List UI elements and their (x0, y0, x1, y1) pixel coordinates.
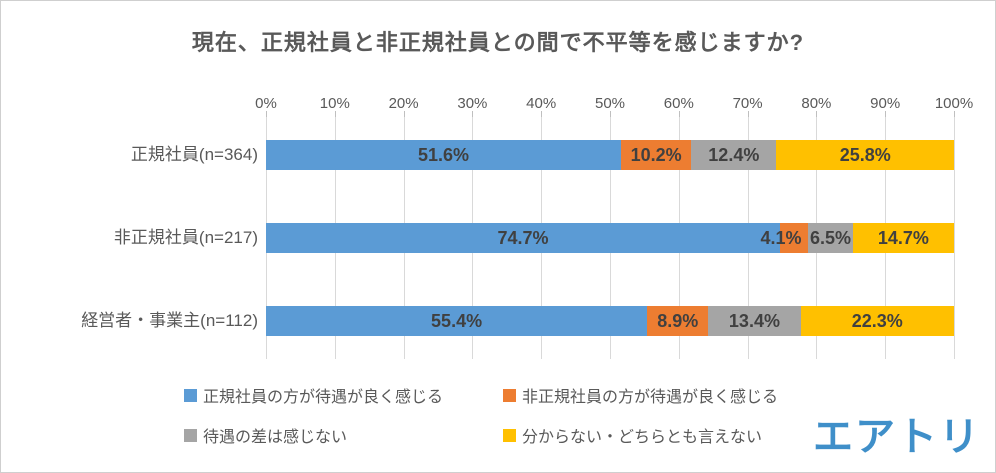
x-tick-label: 40% (526, 95, 557, 112)
axis-tick (334, 111, 336, 117)
category-label: 正規社員(n=364) (130, 145, 258, 164)
x-tick-label: 30% (457, 95, 488, 112)
legend-label: 分からない・どちらとも言えない (522, 429, 763, 446)
axis-tick (266, 111, 267, 117)
bar-row: 55.4% 8.9% 13.4% 22.3% (266, 306, 954, 336)
segment-value-label: 8.9% (657, 310, 699, 331)
axis-tick (816, 111, 818, 117)
gridline (954, 113, 955, 359)
x-tick-label: 70% (732, 95, 763, 112)
bar-segment: 12.4% (691, 140, 777, 170)
x-tick-label: 20% (388, 95, 419, 112)
x-tick-label: 60% (663, 95, 694, 112)
axis-tick (403, 111, 405, 117)
legend-item: 正規社員の方が待遇が良く感じる (184, 385, 444, 406)
category-label: 非正規社員(n=217) (113, 228, 258, 247)
x-axis: 0% 10% 20% 30% 40% 50% 60% 70% 80% 90% 100% (255, 95, 973, 113)
bar-segment: 10.2% (621, 140, 692, 170)
segment-value-label: 25.8% (839, 144, 891, 165)
axis-tick (541, 111, 543, 117)
legend-swatch (503, 388, 516, 402)
chart-title: 現在、正規社員と非正規社員との間で不平等を感じますか? (191, 30, 805, 55)
legend-label: 正規社員の方が待遇が良く感じる (203, 389, 444, 406)
legend-label: 待遇の差は感じない (203, 429, 348, 446)
segment-value-label: 4.1% (760, 227, 802, 248)
axis-tick (885, 111, 887, 117)
bar-row: 74.7% 4.1% 6.5% 14.7% (266, 223, 954, 253)
bar-segment: 8.9% (647, 306, 709, 336)
airtrip-logo: エアトリ (813, 414, 981, 460)
x-tick-label: 50% (594, 95, 626, 112)
axis-tick (747, 111, 749, 117)
x-tick-label: 80% (801, 95, 832, 112)
x-tick-label: 100% (934, 95, 974, 112)
bar-segment: 4.1% (761, 223, 809, 253)
legend-item: 非正規社員の方が待遇が良く感じる (503, 385, 779, 406)
x-tick-label: 0% (255, 95, 277, 112)
bar-segment: 25.8% (776, 140, 954, 170)
legend-swatch (184, 388, 197, 402)
segment-value-label: 14.7% (877, 227, 929, 248)
category-labels: 正規社員(n=364) 非正規社員(n=217) 経営者・事業主(n=112) (1, 116, 258, 358)
bar-row: 51.6% 10.2% 12.4% 25.8% (266, 140, 954, 170)
segment-value-label: 6.5% (809, 227, 851, 248)
plot-area: 51.6% 10.2% 12.4% 25.8% 74.7% 4.1% 6.5% 14.7% 55… (266, 111, 955, 359)
axis-tick (954, 111, 955, 117)
bar-segment: 51.6% (266, 140, 621, 170)
segment-value-label: 55.4% (431, 310, 483, 331)
axis-tick (472, 111, 474, 117)
segment-value-label: 22.3% (851, 310, 903, 331)
segment-value-label: 10.2% (630, 144, 682, 165)
bar-segment: 55.4% (266, 306, 648, 336)
legend-item: 分からない・どちらとも言えない (503, 425, 763, 446)
bar-segment: 14.7% (852, 223, 954, 253)
segment-value-label: 12.4% (708, 144, 760, 165)
bar-segment: 6.5% (808, 223, 853, 253)
x-tick-label: 90% (870, 95, 901, 112)
axis-tick (678, 111, 680, 117)
legend-item: 待遇の差は感じない (184, 425, 348, 446)
segment-value-label: 13.4% (728, 310, 780, 331)
legend-swatch (503, 428, 516, 442)
segment-value-label: 51.6% (417, 144, 470, 165)
bar-segment: 74.7% (266, 223, 780, 253)
axis-tick (610, 111, 611, 117)
segment-value-label: 74.7% (497, 227, 549, 248)
legend-swatch (184, 428, 197, 442)
category-label: 経営者・事業主(n=112) (81, 311, 258, 330)
legend-label: 非正規社員の方が待遇が良く感じる (522, 389, 779, 406)
x-tick-label: 10% (319, 95, 350, 112)
bar-segment: 22.3% (800, 306, 954, 336)
bar-segment: 13.4% (708, 306, 801, 336)
